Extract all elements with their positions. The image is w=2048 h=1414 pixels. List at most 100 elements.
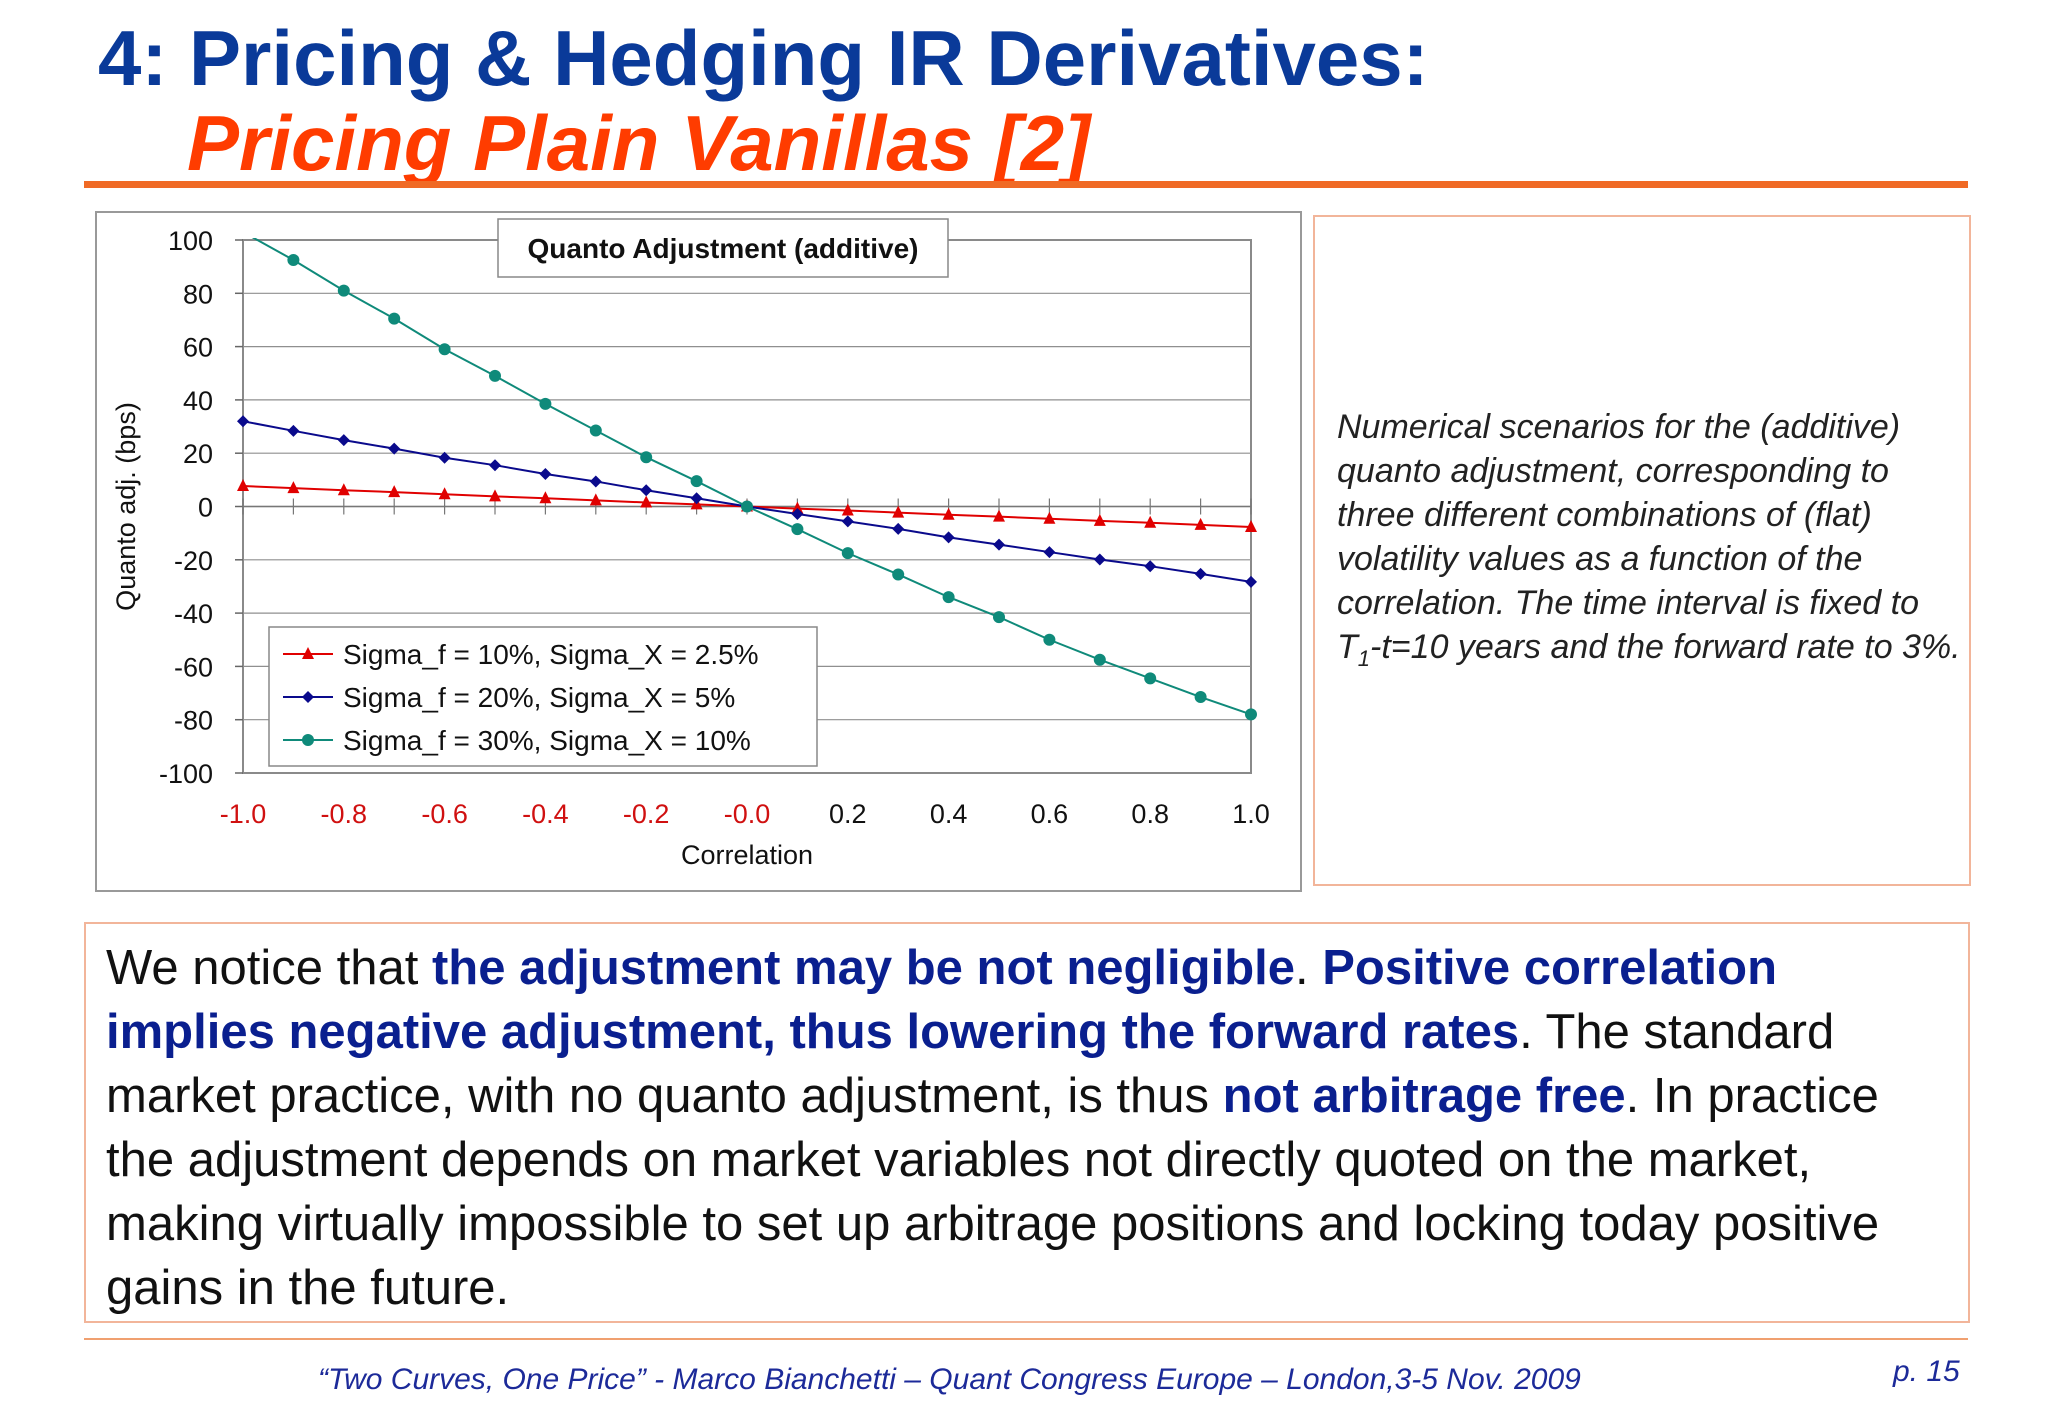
triangle-marker	[302, 647, 314, 659]
description-text-2: -t=10 years and the forward rate to 3%.	[1370, 628, 1961, 666]
diamond-marker	[1043, 546, 1056, 559]
y-tick-label: -80	[174, 706, 213, 736]
triangle-marker	[237, 478, 249, 491]
quanto-adjustment-chart: 100 80 60 40 20 0 -20 -40 -60 -80 -100-1.0 -0.8 -0.6…	[111, 218, 1270, 870]
circle-marker	[892, 568, 905, 581]
x-tick-label: -0.4	[522, 799, 569, 829]
circle-marker	[841, 547, 854, 560]
triangle-marker	[1093, 513, 1106, 526]
x-tick-label: -0.2	[623, 799, 670, 829]
conclusion-plain-2: .	[1295, 941, 1323, 995]
triangle-marker	[287, 481, 300, 494]
x-tick-label: -0.8	[321, 799, 368, 829]
circle-marker	[438, 343, 451, 356]
slide-subtitle: Pricing Plain Vanillas [2]	[187, 99, 1091, 187]
y-tick-label: 60	[183, 333, 213, 363]
diamond-marker	[302, 691, 314, 703]
chart-title-box	[497, 218, 949, 278]
y-tick-label: 20	[183, 439, 213, 469]
circle-marker	[287, 253, 300, 266]
x-tick-label: 0.8	[1131, 799, 1169, 829]
triangle-marker	[539, 491, 552, 504]
diamond-marker	[237, 415, 249, 428]
footer-citation: “Two Curves, One Price” - Marco Bianchet…	[318, 1363, 1581, 1396]
circle-marker	[302, 734, 314, 746]
diamond-marker	[1245, 575, 1257, 588]
triangle-marker	[841, 503, 854, 516]
triangle-marker	[388, 485, 401, 498]
x-tick-label: 0.2	[829, 799, 867, 829]
triangle-marker	[892, 505, 905, 518]
circle-marker	[741, 500, 753, 513]
legend-label: Sigma_f = 10%, Sigma_X = 2.5%	[343, 639, 759, 670]
description-subscript: 1	[1357, 645, 1371, 671]
triangle-marker	[1245, 520, 1257, 533]
diamond-marker	[791, 507, 804, 520]
diamond-marker	[993, 538, 1005, 551]
circle-marker	[1245, 708, 1257, 721]
diamond-marker	[1144, 560, 1157, 573]
page-number: p. 15	[1893, 1355, 1960, 1388]
conclusion-panel: We notice that the adjustment may be not…	[84, 922, 1970, 1323]
circle-marker	[1194, 691, 1207, 704]
x-tick-label: 0.4	[930, 799, 968, 829]
x-tick-label: -1.0	[220, 799, 267, 829]
triangle-marker	[589, 493, 602, 506]
circle-marker	[388, 312, 401, 325]
y-tick-label: -100	[159, 759, 213, 789]
triangle-marker	[489, 489, 501, 502]
diamond-marker	[1194, 567, 1207, 580]
diamond-marker	[1093, 553, 1106, 566]
x-tick-label: -0.6	[421, 799, 468, 829]
triangle-marker	[1194, 517, 1207, 530]
circle-marker	[337, 284, 350, 297]
slide-title: 4: Pricing & Hedging IR Derivatives:	[98, 14, 1429, 102]
diamond-marker	[337, 434, 350, 447]
conclusion-plain-1: We notice that	[106, 941, 432, 995]
circle-marker	[489, 369, 501, 382]
circle-marker	[640, 451, 653, 464]
legend-label: Sigma_f = 30%, Sigma_X = 10%	[343, 725, 751, 756]
y-tick-label: -40	[174, 599, 213, 629]
footer-divider	[84, 1338, 1968, 1340]
x-tick-label: 0.6	[1031, 799, 1069, 829]
triangle-marker	[791, 501, 804, 514]
diamond-marker	[589, 475, 602, 488]
chart-panel: 100 80 60 40 20 0 -20 -40 -60 -80 -100 -1.0 -0.8 -0.6…	[95, 211, 1302, 892]
diamond-marker	[539, 467, 552, 480]
chart-description: Numerical scenarios for the (additive) q…	[1337, 405, 1967, 681]
circle-marker	[993, 611, 1005, 624]
conclusion-text: We notice that the adjustment may be not…	[106, 936, 1956, 1320]
circle-marker	[1144, 672, 1157, 685]
triangle-marker	[1144, 515, 1157, 528]
y-axis-title: Quanto adj. (bps)	[111, 402, 141, 611]
circle-marker	[791, 523, 804, 536]
diamond-marker	[489, 459, 501, 472]
diamond-marker	[388, 442, 401, 455]
circle-marker	[942, 591, 955, 604]
conclusion-emphasis-3: not arbitrage free	[1222, 1069, 1626, 1123]
triangle-marker	[337, 483, 350, 496]
diamond-marker	[438, 451, 451, 464]
triangle-marker	[1043, 511, 1056, 524]
legend-label: Sigma_f = 20%, Sigma_X = 5%	[343, 682, 735, 713]
x-tick-label: -0.0	[724, 799, 771, 829]
title-divider	[84, 181, 1968, 188]
circle-marker	[1043, 633, 1056, 646]
description-text-1: Numerical scenarios for the (additive) q…	[1337, 408, 1920, 666]
y-tick-label: -20	[174, 546, 213, 576]
circle-marker	[690, 475, 703, 488]
triangle-marker	[942, 507, 955, 520]
diamond-marker	[287, 424, 300, 437]
diamond-marker	[892, 522, 905, 535]
diamond-marker	[841, 515, 854, 528]
y-tick-label: 80	[183, 279, 213, 309]
y-tick-label: -60	[174, 652, 213, 682]
y-tick-label: 40	[183, 386, 213, 416]
chart-description-panel: Numerical scenarios for the (additive) q…	[1313, 215, 1971, 886]
triangle-marker	[438, 487, 451, 500]
x-axis-title: Correlation	[681, 840, 813, 870]
conclusion-emphasis-2: Positive correlation implies negative ad…	[106, 941, 1778, 1059]
circle-marker	[589, 424, 602, 437]
diamond-marker	[640, 484, 653, 497]
